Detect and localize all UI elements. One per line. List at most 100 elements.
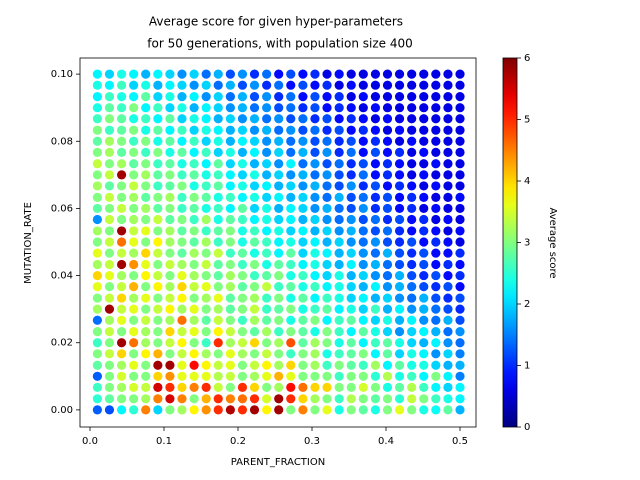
point [322, 125, 332, 135]
point [370, 92, 381, 102]
point [153, 394, 163, 404]
point [286, 282, 296, 292]
point [189, 170, 199, 180]
point [92, 248, 102, 258]
point [334, 92, 344, 102]
point [358, 293, 368, 303]
point [225, 181, 235, 191]
point [189, 304, 199, 314]
point [116, 125, 127, 135]
point [431, 192, 441, 202]
point [419, 371, 429, 381]
point [407, 80, 417, 90]
point [431, 304, 441, 314]
point [443, 394, 453, 404]
point [274, 248, 284, 258]
point [141, 293, 151, 303]
point [237, 125, 248, 135]
point [286, 360, 296, 370]
point [370, 181, 381, 191]
point [394, 136, 405, 146]
point [431, 293, 441, 303]
point [225, 170, 235, 180]
point [92, 214, 102, 225]
point [213, 203, 223, 214]
point [443, 237, 453, 247]
point [189, 181, 199, 191]
point [225, 159, 235, 169]
point [382, 92, 393, 102]
point [141, 181, 151, 191]
point [177, 405, 187, 415]
point [419, 349, 429, 359]
point [201, 259, 211, 270]
point [165, 315, 175, 325]
point [346, 293, 356, 303]
point [382, 203, 393, 214]
point [310, 181, 320, 191]
point [322, 147, 332, 157]
point [334, 103, 344, 113]
point [225, 259, 235, 270]
point [104, 80, 115, 90]
point [286, 192, 296, 202]
point [141, 270, 151, 281]
point [334, 259, 344, 270]
point [153, 405, 163, 415]
point [237, 360, 248, 370]
point [346, 114, 356, 124]
point [225, 360, 235, 370]
point [213, 315, 223, 325]
point [431, 80, 441, 90]
colorbar-tick-label: 4 [524, 176, 530, 187]
colorbar-tick-label: 2 [524, 299, 530, 310]
point [262, 327, 272, 337]
point [455, 293, 465, 303]
point [346, 192, 356, 202]
point [262, 114, 272, 124]
point [443, 327, 453, 337]
point [249, 360, 260, 370]
point [201, 394, 211, 404]
point [407, 371, 417, 381]
point [346, 170, 356, 180]
point [382, 293, 393, 303]
point [407, 114, 417, 124]
point [201, 181, 211, 191]
point [129, 371, 139, 381]
point [455, 382, 465, 392]
point [141, 69, 151, 79]
point [419, 282, 429, 292]
point [370, 203, 381, 214]
point [346, 259, 356, 270]
point [322, 226, 332, 236]
point [298, 360, 308, 370]
point [153, 214, 163, 225]
point [104, 125, 115, 135]
point [382, 394, 393, 404]
point [129, 304, 139, 314]
point [141, 203, 151, 214]
point [407, 394, 417, 404]
point [213, 80, 223, 90]
point [189, 259, 199, 270]
point [455, 338, 465, 348]
point [310, 360, 320, 370]
point [262, 159, 272, 169]
point [346, 382, 356, 392]
point [116, 214, 127, 225]
point [141, 315, 151, 325]
point [153, 159, 163, 169]
point [141, 248, 151, 258]
point [370, 103, 381, 113]
point [262, 192, 272, 202]
point [443, 92, 453, 102]
point [394, 170, 405, 180]
point [92, 159, 102, 169]
point [274, 136, 284, 146]
point [382, 382, 393, 392]
point [407, 259, 417, 270]
point [274, 282, 284, 292]
colorbar-label: Average score [547, 207, 558, 278]
point [104, 159, 115, 169]
